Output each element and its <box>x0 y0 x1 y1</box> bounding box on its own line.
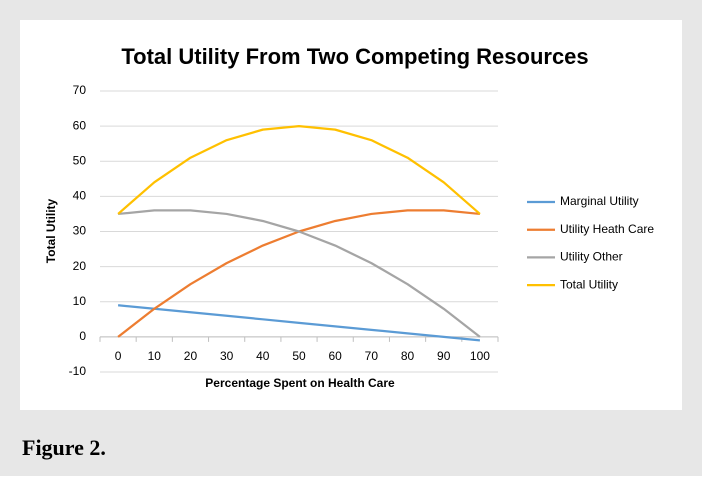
series-line <box>117 209 481 338</box>
y-tick-label: 0 <box>79 329 86 343</box>
caption: Figure 2. <box>22 435 106 460</box>
x-tick-label: 80 <box>401 349 415 363</box>
x-tick-label: 0 <box>115 349 122 363</box>
y-tick-label: 50 <box>73 153 87 167</box>
series-line <box>117 125 481 215</box>
y-tick-label: 40 <box>73 189 87 203</box>
x-tick-label: 20 <box>184 349 198 363</box>
chart-title: Total Utility From Two Competing Resourc… <box>121 44 588 69</box>
chart-area <box>20 20 682 410</box>
y-tick-label: -10 <box>69 364 87 378</box>
x-tick-label: 40 <box>256 349 270 363</box>
y-tick-label: 60 <box>73 118 87 132</box>
legend-label: Total Utility <box>560 277 618 291</box>
x-tick-label: 10 <box>148 349 162 363</box>
x-axis-title: Percentage Spent on Health Care <box>205 376 395 390</box>
x-tick-label: 90 <box>437 349 451 363</box>
legend-label: Marginal Utility <box>560 194 639 208</box>
y-tick-label: 30 <box>73 224 87 238</box>
legend-label: Utility Other <box>560 250 623 264</box>
x-tick-label: 60 <box>329 349 343 363</box>
legend-label: Utility Heath Care <box>560 222 654 236</box>
x-tick-label: 100 <box>470 349 490 363</box>
x-tick-label: 70 <box>365 349 379 363</box>
x-tick-label: 30 <box>220 349 234 363</box>
y-tick-label: 20 <box>73 259 87 273</box>
y-tick-label: 70 <box>73 83 87 97</box>
y-tick-label: 10 <box>73 294 87 308</box>
x-tick-label: 50 <box>292 349 306 363</box>
y-axis-title: Total Utility <box>44 198 58 263</box>
series-line <box>117 304 481 342</box>
